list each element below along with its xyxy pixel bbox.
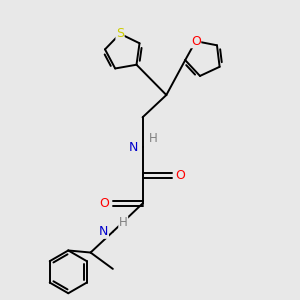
Text: S: S	[116, 27, 124, 40]
Text: H: H	[148, 132, 157, 145]
Text: O: O	[176, 169, 186, 182]
Text: N: N	[99, 225, 108, 238]
Text: H: H	[119, 216, 128, 229]
Text: N: N	[129, 140, 138, 154]
Text: O: O	[100, 197, 110, 210]
Text: O: O	[191, 35, 201, 48]
